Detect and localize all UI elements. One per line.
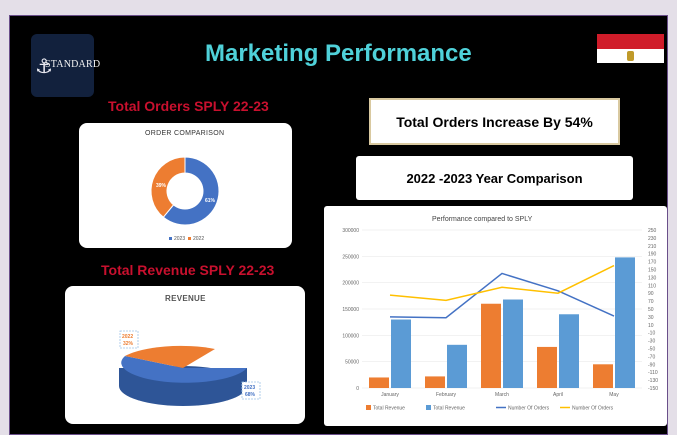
y2-tick-label: -90 [648,362,655,368]
donut-slice-2023 [162,156,220,226]
revenue-label-68: 68% [245,392,256,398]
bar-revenue-2022-march [481,303,501,388]
company-logo: ⚓ STANDARD [31,34,100,97]
y2-tick-label: 190 [648,252,657,258]
legend-label: Number Of Orders [508,406,550,412]
donut-label-2023: 61% [205,198,216,204]
legend-2023-label: 2023 [174,236,185,242]
bar-revenue-2023-may [615,257,635,388]
y-tick-label: 50000 [345,360,359,366]
performance-chart: Performance compared to SPLY 0 50000 10000… [342,216,658,412]
y2-tick-label: 130 [648,275,657,281]
order-chart-title: ORDER COMPARISON [145,130,225,137]
y2-tick-label: 250 [648,228,657,234]
donut-label-2022: 39% [156,183,167,189]
y2-tick-label: 110 [648,283,656,289]
y2-tick-label: 150 [648,268,657,274]
revenue-sply-label: Total Revenue SPLY 22-23 [101,262,275,278]
legend-label: Total Revenue [433,406,465,412]
revenue-label-32: 32% [123,341,134,347]
order-comparison-card: ORDER COMPARISON 61% 39% 2023 2022 [79,123,292,248]
bar-revenue-2022-february [425,376,445,388]
y2-tick-label: -110 [648,370,658,376]
egypt-flag-icon [597,34,664,78]
line-orders-2022 [389,264,615,302]
legend-2023-swatch [169,237,172,240]
y2-tick-label: 50 [648,307,654,313]
y2-tick-label: 210 [648,244,657,250]
bar-revenue-2023-april [559,314,579,388]
x-tick-label: May [609,392,619,398]
bar-revenue-2022-april [537,346,557,388]
y2-tick-label: 30 [648,315,654,321]
revenue-label-2022: 2022 [122,334,133,340]
x-tick-label: April [553,392,563,398]
y2-tick-label: -50 [648,347,655,353]
y2-tick-label: 230 [648,236,657,242]
logo-text: STANDARD [45,59,101,70]
y2-tick-label: -70 [648,354,655,360]
legend-label: Total Revenue [373,406,405,412]
y-tick-label: 200000 [342,281,359,287]
bar-revenue-2023-january [391,319,411,388]
y-tick-label: 250000 [342,254,359,260]
revenue-card: REVENUE 2022 32% 2023 68% [65,286,305,424]
page-title: Marketing Performance [205,40,472,67]
year-comparison-box: 2022 -2023 Year Comparison [356,156,633,200]
legend-swatch [426,405,431,410]
legend-2022-label: 2022 [193,236,204,242]
dashboard-slide: ⚓ STANDARD Marketing Performance Total O… [9,15,668,435]
y-tick-label: 0 [356,386,359,392]
x-tick-label: February [436,392,457,398]
revenue-chart-title: REVENUE [165,294,206,303]
y-tick-label: 100000 [342,333,359,339]
legend-swatch [366,405,371,410]
orders-sply-label: Total Orders SPLY 22-23 [108,98,269,114]
y2-tick-label: 10 [648,323,654,329]
y2-tick-label: -130 [648,378,658,384]
y2-tick-label: -150 [648,386,658,392]
y2-tick-label: 70 [648,299,654,305]
x-tick-label: January [381,392,399,398]
revenue-pie-chart: 2022 32% 2023 68% [119,330,261,406]
y2-tick-label: -10 [648,331,655,337]
y-tick-label: 300000 [342,228,359,234]
anchor-icon: ⚓ [35,54,53,78]
legend-label: Number Of Orders [572,406,614,412]
order-donut-chart: 61% 39% 2023 2022 [150,156,220,242]
orders-increase-box: Total Orders Increase By 54% [369,98,620,145]
x-tick-label: March [495,392,509,398]
revenue-label-2023: 2023 [244,385,255,391]
donut-slice-2022 [150,156,186,218]
bar-revenue-2023-march [503,299,523,388]
line-orders-2023 [389,272,615,319]
bar-revenue-2023-february [447,344,467,388]
y2-tick-label: 90 [648,291,654,297]
bar-revenue-2022-may [593,364,613,388]
perf-chart-title: Performance compared to SPLY [432,216,533,223]
performance-chart-card: Performance compared to SPLY 0 50000 10000… [324,206,667,426]
bar-revenue-2022-january [369,377,389,388]
y2-tick-label: -30 [648,339,655,345]
y-tick-label: 150000 [342,307,359,313]
y2-tick-label: 170 [648,260,657,266]
legend-2022-swatch [188,237,191,240]
